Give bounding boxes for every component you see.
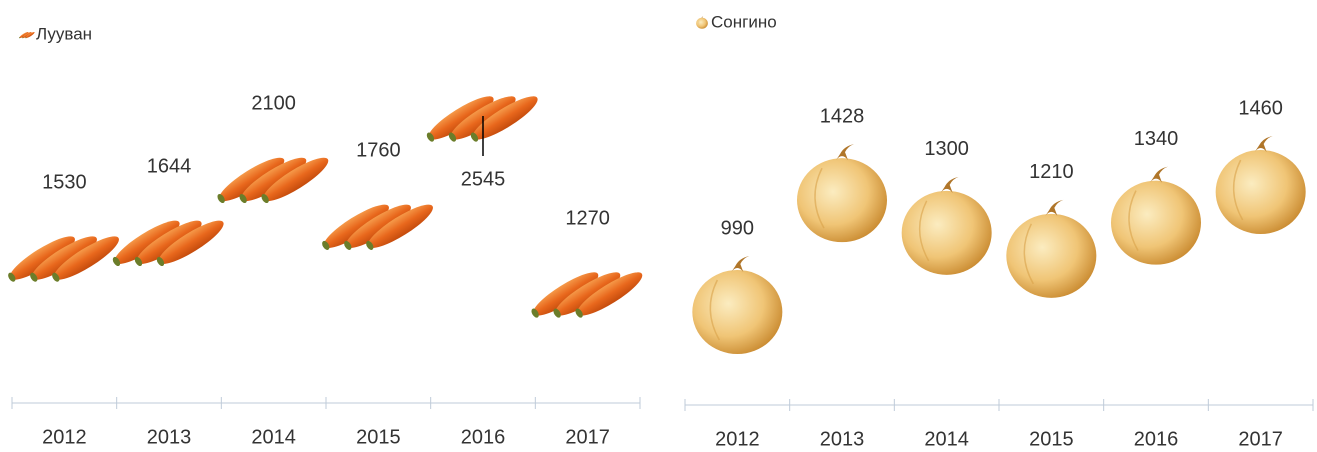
carrot-marker <box>112 220 224 266</box>
x-tick-label: 2014 <box>251 426 296 448</box>
value-label: 1428 <box>820 105 865 127</box>
carrot-marker <box>8 236 119 282</box>
carrot-marker <box>531 272 643 318</box>
value-label: 990 <box>721 217 754 239</box>
x-tick-label: 2013 <box>820 428 865 450</box>
value-label: 1340 <box>1134 128 1179 150</box>
x-tick-label: 2017 <box>565 426 610 448</box>
value-label: 1210 <box>1029 161 1074 183</box>
legend-label: Лууван <box>36 24 92 43</box>
value-label: 2100 <box>251 93 296 115</box>
value-label: 1644 <box>147 156 192 178</box>
x-tick-label: 2015 <box>356 426 401 448</box>
x-tick-label: 2016 <box>1134 428 1179 450</box>
x-tick-label: 2013 <box>147 426 192 448</box>
legend-icon <box>19 31 35 39</box>
value-label: 2545 <box>461 168 506 190</box>
legend-icon <box>696 15 708 29</box>
value-label: 1270 <box>565 207 610 229</box>
x-tick-label: 2012 <box>715 428 760 450</box>
carrot-marker <box>322 204 433 250</box>
x-tick-label: 2017 <box>1238 428 1283 450</box>
onion-marker <box>1215 136 1306 234</box>
value-label: 1300 <box>924 138 969 160</box>
x-tick-label: 2015 <box>1029 428 1074 450</box>
x-tick-label: 2012 <box>42 426 87 448</box>
value-label: 1530 <box>42 171 87 193</box>
onion-marker <box>1111 166 1201 265</box>
onion-marker <box>797 144 887 243</box>
onion-marker <box>901 176 992 275</box>
value-label: 1460 <box>1238 97 1283 119</box>
onion-marker <box>1006 199 1097 298</box>
onion-marker <box>692 256 783 354</box>
legend-label: Сонгино <box>711 12 777 31</box>
value-label: 1760 <box>356 140 401 162</box>
x-tick-label: 2016 <box>461 426 506 448</box>
carrot-marker <box>217 157 329 204</box>
x-tick-label: 2014 <box>924 428 969 450</box>
